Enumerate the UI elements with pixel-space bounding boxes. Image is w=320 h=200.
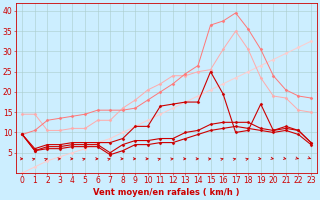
- X-axis label: Vent moyen/en rafales ( km/h ): Vent moyen/en rafales ( km/h ): [93, 188, 240, 197]
